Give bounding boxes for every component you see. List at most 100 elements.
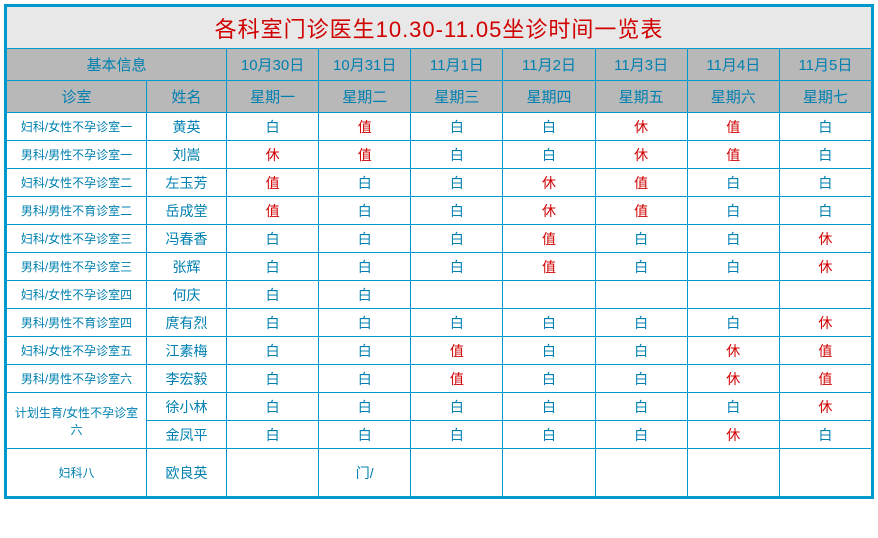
schedule-cell: 白: [779, 169, 871, 197]
schedule-cell: 休: [687, 421, 779, 449]
schedule-cell: 白: [319, 365, 411, 393]
schedule-cell: 白: [411, 309, 503, 337]
schedule-cell: 门/: [319, 449, 411, 497]
schedule-cell: 白: [411, 393, 503, 421]
schedule-cell: 白: [227, 113, 319, 141]
schedule-cell: 值: [319, 141, 411, 169]
name-cell: 刘嵩: [147, 141, 227, 169]
schedule-cell: 白: [595, 421, 687, 449]
schedule-cell: 白: [411, 141, 503, 169]
table-title: 各科室门诊医生10.30-11.05坐诊时间一览表: [7, 7, 872, 49]
dept-header: 诊室: [7, 81, 147, 113]
schedule-cell: 值: [503, 225, 595, 253]
schedule-cell: 白: [227, 393, 319, 421]
schedule-cell: 值: [411, 365, 503, 393]
schedule-cell: 白: [779, 421, 871, 449]
name-cell: 左玉芳: [147, 169, 227, 197]
dept-cell: 男科/男性不育诊室四: [7, 309, 147, 337]
schedule-cell: 白: [503, 113, 595, 141]
table-row: 妇科/女性不孕诊室四何庆白白: [7, 281, 872, 309]
schedule-cell: 白: [595, 337, 687, 365]
name-cell: 江素梅: [147, 337, 227, 365]
table-row: 男科/男性不育诊室二岳成堂值白白休值白白: [7, 197, 872, 225]
schedule-cell: 白: [411, 113, 503, 141]
schedule-cell: 白: [227, 281, 319, 309]
schedule-cell: 值: [227, 197, 319, 225]
schedule-cell: [503, 449, 595, 497]
table-row: 妇科/女性不孕诊室二左玉芳值白白休值白白: [7, 169, 872, 197]
schedule-cell: 休: [595, 113, 687, 141]
schedule-cell: 休: [779, 253, 871, 281]
table-row: 妇科/女性不孕诊室一黄英白值白白休值白: [7, 113, 872, 141]
schedule-cell: 白: [503, 393, 595, 421]
schedule-cell: [595, 449, 687, 497]
table-row: 妇科/女性不孕诊室三冯春香白白白值白白休: [7, 225, 872, 253]
schedule-cell: 白: [411, 169, 503, 197]
table-row: 男科/男性不孕诊室三张辉白白白值白白休: [7, 253, 872, 281]
schedule-cell: 休: [595, 141, 687, 169]
schedule-cell: 白: [503, 141, 595, 169]
schedule-cell: 白: [503, 337, 595, 365]
schedule-cell: 白: [411, 421, 503, 449]
schedule-cell: 白: [411, 253, 503, 281]
table-row: 男科/男性不孕诊室六李宏毅白白值白白休值: [7, 365, 872, 393]
date-header: 11月4日: [687, 49, 779, 81]
schedule-cell: 白: [411, 225, 503, 253]
schedule-cell: 白: [687, 253, 779, 281]
schedule-cell: 值: [779, 365, 871, 393]
schedule-cell: 白: [411, 197, 503, 225]
schedule-cell: 白: [595, 225, 687, 253]
date-header: 10月31日: [319, 49, 411, 81]
schedule-cell: 白: [687, 309, 779, 337]
dept-cell: 计划生育/女性不孕诊室六: [7, 393, 147, 449]
dept-cell: 男科/男性不育诊室二: [7, 197, 147, 225]
schedule-cell: 白: [227, 365, 319, 393]
schedule-cell: 白: [779, 113, 871, 141]
schedule-cell: [503, 281, 595, 309]
schedule-cell: 白: [319, 197, 411, 225]
weekday-header: 星期二: [319, 81, 411, 113]
table-row: 男科/男性不育诊室四庹有烈白白白白白白休: [7, 309, 872, 337]
schedule-cell: 值: [503, 253, 595, 281]
schedule-cell: 白: [595, 365, 687, 393]
date-header: 11月3日: [595, 49, 687, 81]
schedule-cell: 休: [227, 141, 319, 169]
schedule-cell: 白: [687, 393, 779, 421]
schedule-cell: [687, 281, 779, 309]
schedule-cell: 休: [779, 225, 871, 253]
date-header: 10月30日: [227, 49, 319, 81]
schedule-cell: [779, 281, 871, 309]
schedule-cell: 值: [595, 197, 687, 225]
schedule-cell: 白: [227, 309, 319, 337]
weekday-header: 星期四: [503, 81, 595, 113]
schedule-cell: 白: [319, 337, 411, 365]
weekday-header: 星期六: [687, 81, 779, 113]
date-header: 11月5日: [779, 49, 871, 81]
dept-cell: 妇科/女性不孕诊室三: [7, 225, 147, 253]
schedule-cell: 白: [319, 225, 411, 253]
schedule-cell: 值: [779, 337, 871, 365]
schedule-cell: 值: [227, 169, 319, 197]
schedule-cell: 白: [227, 421, 319, 449]
schedule-cell: 白: [227, 337, 319, 365]
schedule-cell: 白: [319, 309, 411, 337]
name-header: 姓名: [147, 81, 227, 113]
name-cell: 庹有烈: [147, 309, 227, 337]
schedule-cell: 值: [319, 113, 411, 141]
schedule-cell: 白: [227, 225, 319, 253]
schedule-cell: [411, 281, 503, 309]
dept-cell: 男科/男性不孕诊室一: [7, 141, 147, 169]
schedule-cell: 休: [687, 337, 779, 365]
table-row: 妇科八欧良英门/: [7, 449, 872, 497]
name-cell: 黄英: [147, 113, 227, 141]
table-row: 计划生育/女性不孕诊室六徐小林白白白白白白休: [7, 393, 872, 421]
name-cell: 徐小林: [147, 393, 227, 421]
name-cell: 冯春香: [147, 225, 227, 253]
name-cell: 张辉: [147, 253, 227, 281]
schedule-cell: 白: [503, 365, 595, 393]
weekday-header: 星期七: [779, 81, 871, 113]
schedule-cell: 白: [227, 253, 319, 281]
table-row: 妇科/女性不孕诊室五江素梅白白值白白休值: [7, 337, 872, 365]
basic-info-header: 基本信息: [7, 49, 227, 81]
schedule-table: 各科室门诊医生10.30-11.05坐诊时间一览表 基本信息 10月30日 10…: [6, 6, 872, 497]
